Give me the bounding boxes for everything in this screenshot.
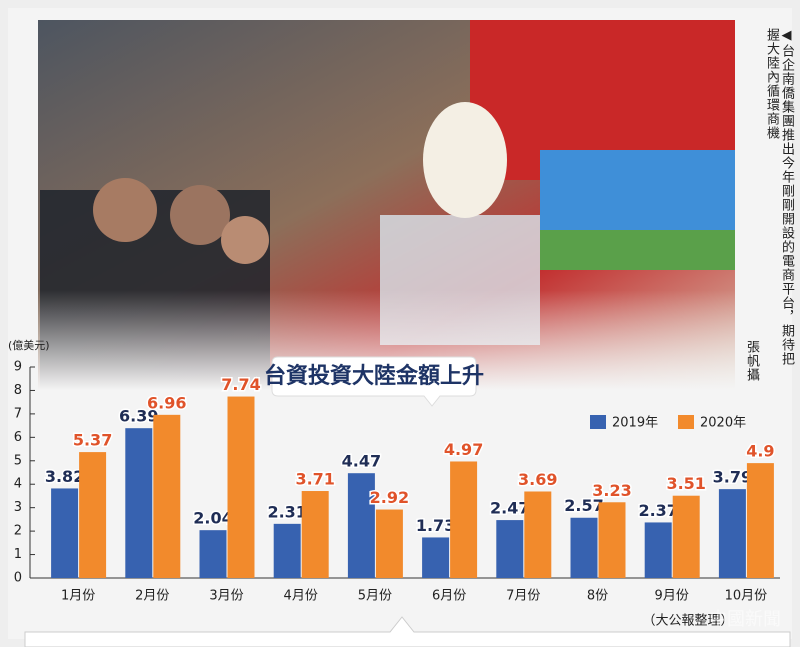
bar xyxy=(375,509,403,578)
value-label: 4.97 xyxy=(444,440,483,459)
x-tick-label: 3月份 xyxy=(209,589,243,604)
value-label: 2.57 xyxy=(564,496,603,515)
x-tick-label: 8份 xyxy=(587,589,608,604)
value-label: 1.73 xyxy=(416,516,455,535)
y-tick-label: 3 xyxy=(14,500,22,515)
credit: 張帆攝 xyxy=(744,340,759,382)
value-label: 3.79 xyxy=(713,468,752,487)
value-label: 2.37 xyxy=(638,501,677,520)
bar xyxy=(524,491,552,578)
bottom-box xyxy=(24,616,791,647)
bar xyxy=(125,428,153,578)
bar xyxy=(422,537,450,578)
bar xyxy=(79,452,107,578)
bar xyxy=(51,488,79,578)
y-tick-label: 2 xyxy=(14,524,22,539)
value-label: 3.51 xyxy=(666,474,705,493)
bar xyxy=(273,523,301,578)
value-label: 2.04 xyxy=(193,509,232,528)
bar xyxy=(718,489,746,578)
bar xyxy=(301,491,329,578)
photo xyxy=(38,20,735,390)
y-tick-label: 9 xyxy=(14,360,22,375)
x-tick-label: 9月份 xyxy=(655,589,689,604)
value-label: 4.9 xyxy=(746,442,774,461)
y-tick-label: 7 xyxy=(14,406,22,421)
y-axis-label: (億美元) xyxy=(8,339,50,352)
x-tick-label: 5月份 xyxy=(358,589,392,604)
bar xyxy=(496,520,524,578)
bar xyxy=(450,461,478,578)
x-tick-label: 7月份 xyxy=(506,589,540,604)
y-tick-label: 1 xyxy=(14,547,22,562)
value-label: 6.39 xyxy=(119,407,158,426)
legend-swatch xyxy=(590,415,606,429)
legend-label: 2020年 xyxy=(700,416,746,431)
y-tick-label: 5 xyxy=(14,453,22,468)
value-label: 3.71 xyxy=(295,470,334,489)
value-label: 2.92 xyxy=(370,488,409,507)
value-label: 5.37 xyxy=(73,431,112,450)
value-label: 7.74 xyxy=(221,375,260,394)
bar xyxy=(347,473,375,578)
value-label: 2.31 xyxy=(267,502,306,521)
x-tick-label: 6月份 xyxy=(432,589,466,604)
value-label: 3.23 xyxy=(592,481,631,500)
legend-label: 2019年 xyxy=(612,416,658,431)
chart-title: 台資投資大陸金額上升 xyxy=(264,363,484,389)
bar xyxy=(598,502,626,578)
bar xyxy=(746,463,774,578)
bar xyxy=(227,396,255,578)
x-tick-label: 4月份 xyxy=(284,589,318,604)
x-tick-label: 10月份 xyxy=(725,589,768,604)
value-label: 3.69 xyxy=(518,470,557,489)
value-label: 2.47 xyxy=(490,499,529,518)
x-tick-label: 1月份 xyxy=(61,589,95,604)
bar xyxy=(570,517,598,578)
value-label: 6.96 xyxy=(147,393,186,412)
y-tick-label: 0 xyxy=(14,571,22,586)
value-label: 3.82 xyxy=(45,467,84,486)
y-tick-label: 4 xyxy=(14,477,22,492)
y-tick-label: 6 xyxy=(14,430,22,445)
title-banner xyxy=(271,356,477,407)
y-tick-label: 8 xyxy=(14,383,22,398)
caption: ◀台企南僑集團推出今年剛剛開設的電商平台，期待把握大陸內循環商機 xyxy=(764,28,794,366)
source: （大公報整理） xyxy=(642,614,733,629)
bar xyxy=(672,495,700,578)
value-label: 4.47 xyxy=(342,452,381,471)
bar xyxy=(644,522,672,578)
legend-swatch xyxy=(678,415,694,429)
x-tick-label: 2月份 xyxy=(135,589,169,604)
bar xyxy=(153,414,181,578)
bar xyxy=(199,530,227,578)
watermark: 中國新聞 xyxy=(709,609,781,630)
